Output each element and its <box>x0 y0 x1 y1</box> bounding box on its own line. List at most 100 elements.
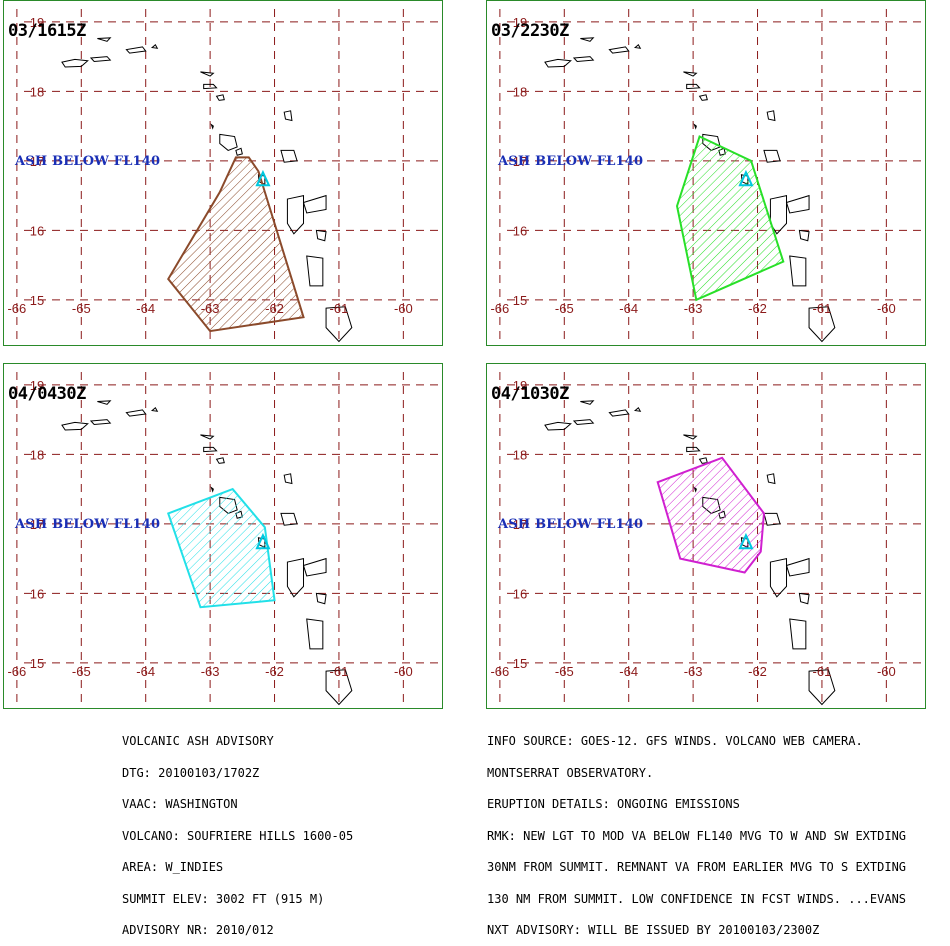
latitude-tick-label: 16 <box>513 223 527 238</box>
island-outline <box>544 58 572 68</box>
ash-label-1: ASH BELOW FL140 <box>15 154 161 169</box>
remarks-line: 130 NM FROM SUMMIT. LOW CONFIDENCE IN FC… <box>487 891 907 906</box>
latitude-tick-label: 19 <box>513 378 527 393</box>
longitude-tick-label: -61 <box>330 664 349 679</box>
island-outline <box>572 56 595 62</box>
longitude-tick-label: -62 <box>748 301 767 316</box>
island-outline <box>766 110 776 122</box>
longitude-tick-label: -65 <box>72 301 91 316</box>
advisory-header-text: VOLCANIC ASH ADVISORY DTG: 20100103/1702… <box>122 715 353 946</box>
longitude-tick-label: -61 <box>813 664 832 679</box>
island-outline <box>219 133 238 151</box>
island-outline <box>280 512 298 526</box>
advisory-line: SUMMIT ELEV: 3002 FT (915 M) <box>122 891 325 906</box>
volcano-triangle-icon <box>738 169 754 187</box>
longitude-tick-label: -64 <box>136 301 155 316</box>
longitude-tick-label: -66 <box>490 664 509 679</box>
island-outline <box>698 94 708 101</box>
island-outline <box>789 618 807 650</box>
latitude-tick-label: 19 <box>30 15 44 30</box>
map-panel-3: -66 -65 -64 -63 -62 -61 -60 15 16 17 18 19 04/0430Z… <box>3 363 443 709</box>
island-outline <box>235 147 243 156</box>
island-outline <box>89 419 112 425</box>
island-outline <box>763 149 781 163</box>
island-outline <box>785 194 810 214</box>
island-outline <box>325 669 353 706</box>
island-outline <box>798 229 810 242</box>
ash-label-2: ASH BELOW FL140 <box>498 154 644 169</box>
island-outline <box>686 83 701 90</box>
longitude-tick-label: -60 <box>877 301 896 316</box>
latitude-tick-label: 18 <box>513 447 527 462</box>
latitude-tick-label: 17 <box>513 154 527 169</box>
island-outline <box>215 94 225 101</box>
longitude-tick-label: -64 <box>619 664 638 679</box>
map-panel-2: -66 -65 -64 -63 -62 -61 -60 15 16 17 18 19 03/2230Z… <box>486 0 926 346</box>
longitude-tick-label: -64 <box>619 301 638 316</box>
map-panel-4: -66 -65 -64 -63 -62 -61 -60 15 16 17 18 19 04/1030Z… <box>486 363 926 709</box>
map-canvas-3: -66 -65 -64 -63 -62 -61 -60 15 16 17 18 19 <box>7 372 442 708</box>
latitude-tick-label: 15 <box>513 293 527 308</box>
map-panel-1: -66 -65 -64 -63 -62 -61 -60 15 16 17 18 19 03/1615Z… <box>3 0 443 346</box>
latitude-tick-label: 15 <box>30 656 44 671</box>
advisory-line: VOLCANO: SOUFRIERE HILLS 1600-05 <box>122 828 354 843</box>
volcano-triangle-icon <box>255 169 271 187</box>
island-outline <box>283 473 293 485</box>
longitude-tick-label: -61 <box>330 301 349 316</box>
map-canvas-2: -66 -65 -64 -63 -62 -61 -60 15 16 17 18 19 <box>490 9 925 345</box>
island-outline <box>302 194 327 214</box>
panel-title-1: 03/1615Z <box>8 21 86 41</box>
island-outline <box>633 407 642 412</box>
island-outline <box>315 229 327 242</box>
island-outline <box>698 457 708 464</box>
island-outline <box>280 149 298 163</box>
island-outline <box>89 56 112 62</box>
map-canvas-4: -66 -65 -64 -63 -62 -61 -60 15 16 17 18 19 <box>490 372 925 708</box>
island-outline <box>306 255 324 287</box>
latitude-tick-label: 17 <box>513 517 527 532</box>
longitude-tick-label: -64 <box>136 664 155 679</box>
island-outline <box>608 46 630 54</box>
island-outline <box>203 446 218 453</box>
island-outline <box>686 446 701 453</box>
island-outline <box>200 434 215 440</box>
island-outline <box>763 512 781 526</box>
remarks-line: ERUPTION DETAILS: ONGOING EMISSIONS <box>487 797 740 811</box>
island-outline <box>125 409 147 417</box>
panel-title-4: 04/1030Z <box>491 384 569 404</box>
longitude-tick-label: -65 <box>72 664 91 679</box>
island-outline <box>61 421 89 431</box>
latitude-tick-label: 17 <box>30 517 44 532</box>
island-outline <box>97 400 112 405</box>
latitude-tick-label: 18 <box>513 84 527 99</box>
latitude-tick-label: 15 <box>513 656 527 671</box>
longitude-tick-label: -66 <box>7 664 26 679</box>
panel-title-2: 03/2230Z <box>491 21 569 41</box>
island-outline <box>683 434 698 440</box>
island-outline <box>808 669 836 706</box>
island-outline <box>286 194 305 235</box>
longitude-tick-label: -60 <box>877 664 896 679</box>
longitude-tick-label: -65 <box>555 301 574 316</box>
longitude-tick-label: -63 <box>684 664 703 679</box>
advisory-remarks-text: INFO SOURCE: GOES-12. GFS WINDS. VOLCANO… <box>487 715 906 946</box>
island-outline <box>203 83 218 90</box>
remarks-line: INFO SOURCE: GOES-12. GFS WINDS. VOLCANO… <box>487 734 863 748</box>
island-outline <box>150 44 159 49</box>
island-outline <box>61 58 89 68</box>
longitude-tick-label: -62 <box>748 664 767 679</box>
island-outline <box>808 306 836 343</box>
ash-cloud-polygon <box>166 487 276 609</box>
latitude-tick-label: 17 <box>30 154 44 169</box>
advisory-line: VOLCANIC ASH ADVISORY <box>122 734 274 748</box>
island-outline <box>544 421 572 431</box>
advisory-line: VAAC: WASHINGTON <box>122 797 238 811</box>
latitude-tick-label: 19 <box>30 378 44 393</box>
island-outline <box>683 71 698 77</box>
ash-label-3: ASH BELOW FL140 <box>15 517 161 532</box>
island-outline <box>200 71 215 77</box>
island-outline <box>150 407 159 412</box>
island-outline <box>766 473 776 485</box>
latitude-tick-label: 16 <box>30 223 44 238</box>
remarks-line: 30NM FROM SUMMIT. REMNANT VA FROM EARLIE… <box>487 860 907 874</box>
